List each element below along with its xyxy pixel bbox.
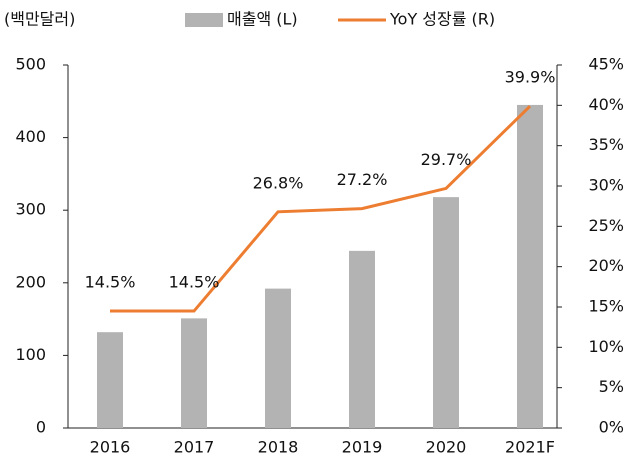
unit-label: (백만달러) [4, 10, 75, 29]
y2-tick-label: 5% [599, 377, 624, 396]
y2-tick-label: 30% [588, 176, 624, 195]
data-label: 29.7% [421, 150, 472, 169]
x-tick-label: 2020 [426, 438, 467, 457]
data-label: 14.5% [85, 273, 136, 292]
y2-tick-label: 15% [588, 297, 624, 316]
y2-tick-label: 20% [588, 256, 624, 275]
y2-tick-label: 10% [588, 337, 624, 356]
bar [433, 197, 459, 428]
data-label: 14.5% [169, 273, 220, 292]
bar [517, 104, 543, 429]
y2-tick-label: 0% [599, 418, 624, 437]
y2-tick-label: 45% [588, 55, 624, 74]
bar [181, 318, 207, 428]
x-tick-label: 2021F [505, 438, 555, 457]
bar [97, 332, 123, 428]
x-tick-label: 2018 [258, 438, 299, 457]
y-tick-label: 0 [36, 418, 46, 437]
y-tick-label: 500 [15, 55, 46, 74]
y-tick-label: 200 [15, 272, 46, 291]
x-tick-label: 2016 [90, 438, 131, 457]
legend-label: 매출액 (L) [227, 10, 298, 29]
y2-tick-label: 25% [588, 216, 624, 235]
x-tick-label: 2017 [174, 438, 215, 457]
y-tick-label: 400 [15, 127, 46, 146]
y-tick-label: 100 [15, 345, 46, 364]
y2-tick-label: 40% [588, 95, 624, 114]
data-label: 39.9% [505, 68, 556, 87]
legend-label: YoY 성장률 (R) [389, 10, 495, 29]
line [110, 105, 532, 313]
y2-tick-label: 35% [588, 135, 624, 154]
bar [349, 250, 375, 428]
legend-swatch [185, 13, 223, 27]
y-tick-label: 300 [15, 200, 46, 219]
data-label: 26.8% [253, 173, 304, 192]
bar [265, 288, 291, 428]
data-label: 27.2% [337, 170, 388, 189]
x-tick-label: 2019 [342, 438, 383, 457]
